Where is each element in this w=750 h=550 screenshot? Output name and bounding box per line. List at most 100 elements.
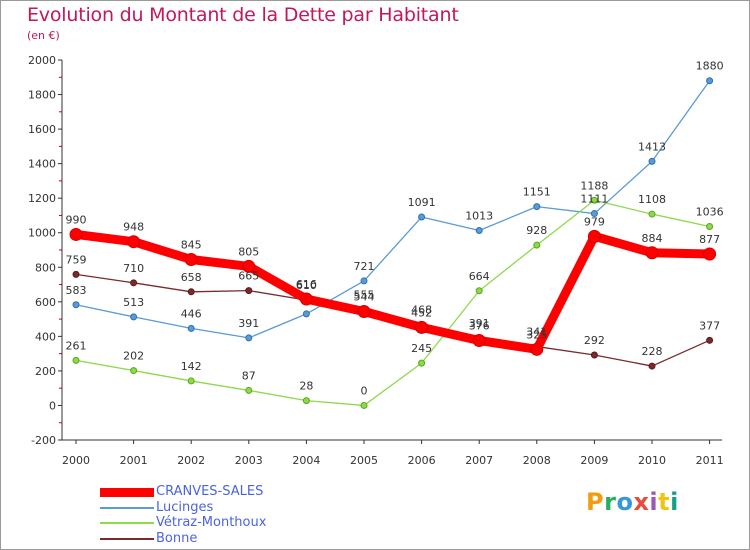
data-point	[706, 77, 714, 85]
legend-swatch	[100, 487, 154, 497]
y-tick-label: 800	[35, 261, 56, 274]
data-point	[72, 270, 80, 278]
data-label: 1013	[465, 209, 493, 222]
x-tick-label: 2003	[235, 454, 263, 467]
data-label: 610	[296, 279, 317, 292]
data-point	[648, 157, 656, 165]
logo-letter: P	[586, 488, 605, 516]
x-tick-label: 2010	[638, 454, 666, 467]
data-point	[72, 301, 80, 309]
logo-letter: i	[649, 488, 659, 516]
legend-swatch	[100, 522, 154, 524]
data-point	[127, 235, 141, 249]
data-label: 884	[642, 232, 663, 245]
x-tick-label: 2005	[350, 454, 378, 467]
data-label: 948	[123, 221, 144, 234]
data-label: 28	[299, 380, 313, 393]
data-point	[706, 223, 714, 231]
data-label: 1108	[638, 193, 666, 206]
data-label: 325	[526, 328, 547, 341]
data-label: 0	[361, 384, 368, 397]
data-label: 1880	[696, 60, 724, 73]
data-label: 87	[242, 369, 256, 382]
data-label: 513	[123, 296, 144, 309]
y-tick-label: 200	[35, 365, 56, 378]
data-point	[187, 324, 195, 332]
legend-swatch	[100, 537, 154, 540]
logo-letter: i	[670, 488, 679, 516]
data-point	[299, 292, 313, 306]
data-point	[645, 246, 659, 260]
data-label: 1036	[696, 206, 724, 219]
data-point	[72, 356, 80, 364]
series-line-cranves-sales	[71, 229, 715, 354]
data-label: 377	[699, 319, 720, 332]
x-tick-label: 2006	[408, 454, 436, 467]
data-label: 452	[411, 306, 432, 319]
data-label: 805	[238, 245, 259, 258]
data-label: 616	[296, 278, 317, 291]
data-label: 544	[354, 290, 375, 303]
data-point	[472, 334, 486, 348]
data-point	[475, 226, 483, 234]
data-point	[418, 359, 426, 367]
data-point	[706, 336, 714, 344]
data-label: 341	[526, 326, 547, 339]
legend-label: Vétraz-Monthoux	[156, 515, 267, 530]
data-label: 202	[123, 350, 144, 363]
data-point	[245, 287, 253, 295]
data-label: 376	[469, 320, 490, 333]
y-tick-label: 1200	[28, 192, 56, 205]
logo-letter: t	[658, 488, 671, 516]
data-point	[245, 386, 253, 394]
data-point	[187, 288, 195, 296]
data-label: 391	[469, 317, 490, 330]
data-label: 658	[181, 271, 202, 284]
data-label: 1091	[408, 196, 436, 209]
data-point	[302, 310, 310, 318]
legend-label: Bonne	[156, 530, 198, 546]
data-label: 261	[66, 339, 87, 352]
y-tick-label: 2000	[28, 54, 56, 67]
x-tick-label: 2004	[292, 454, 320, 467]
y-tick-label: 400	[35, 330, 56, 343]
data-label: 583	[66, 284, 87, 297]
legend-label: Lucinges	[156, 499, 214, 515]
data-point	[130, 313, 138, 321]
data-point	[302, 397, 310, 405]
data-point	[360, 401, 368, 409]
data-point	[530, 342, 544, 356]
x-tick-label: 2008	[523, 454, 551, 467]
series-line-v-traz-monthoux	[75, 199, 711, 407]
y-tick-label: 1400	[28, 158, 56, 171]
data-point	[533, 203, 541, 211]
data-point	[648, 210, 656, 218]
data-label: 845	[181, 239, 202, 252]
data-label: 555	[354, 289, 375, 302]
x-tick-label: 2009	[580, 454, 608, 467]
data-point	[130, 367, 138, 375]
data-label: 1413	[638, 140, 666, 153]
data-point	[357, 304, 371, 318]
data-point	[187, 377, 195, 385]
data-point	[130, 279, 138, 287]
data-label: 245	[411, 342, 432, 355]
data-label: 710	[123, 262, 144, 275]
data-label: 228	[642, 345, 663, 358]
data-point	[590, 196, 598, 204]
y-tick-label: 1800	[28, 89, 56, 102]
legend-swatch	[100, 506, 154, 509]
y-tick-label: 600	[35, 296, 56, 309]
data-point	[587, 229, 601, 243]
data-label: 990	[66, 213, 87, 226]
data-point	[533, 241, 541, 249]
chart-title: Evolution du Montant de la Dette par Hab…	[27, 4, 459, 26]
data-point	[648, 362, 656, 370]
logo-letter: r	[604, 488, 617, 516]
data-point	[590, 210, 598, 218]
data-label: 665	[238, 270, 259, 283]
series-line-lucinges	[75, 80, 711, 339]
x-tick-label: 2007	[465, 454, 493, 467]
